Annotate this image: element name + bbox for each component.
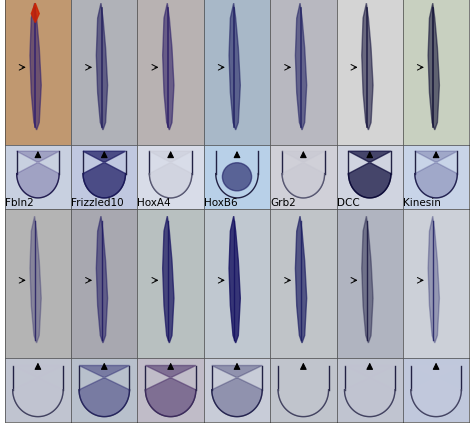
Polygon shape — [229, 3, 240, 130]
Polygon shape — [362, 3, 373, 130]
Polygon shape — [428, 216, 439, 343]
Polygon shape — [31, 3, 39, 23]
Polygon shape — [30, 216, 41, 343]
Polygon shape — [96, 3, 108, 130]
Text: Frizzled10: Frizzled10 — [71, 198, 124, 208]
Text: DCC: DCC — [337, 198, 359, 208]
Polygon shape — [415, 151, 457, 198]
Polygon shape — [30, 3, 41, 130]
Polygon shape — [345, 366, 395, 417]
Polygon shape — [362, 216, 373, 343]
Polygon shape — [428, 3, 439, 130]
Polygon shape — [96, 216, 108, 343]
Polygon shape — [295, 3, 307, 130]
Polygon shape — [79, 366, 129, 417]
Text: Grb2: Grb2 — [270, 198, 296, 208]
Polygon shape — [83, 151, 126, 198]
Polygon shape — [13, 366, 63, 417]
Polygon shape — [229, 216, 240, 343]
Polygon shape — [163, 216, 174, 343]
Polygon shape — [17, 151, 59, 198]
Text: HoxA4: HoxA4 — [137, 198, 171, 208]
Circle shape — [222, 163, 252, 191]
Polygon shape — [146, 366, 196, 417]
Polygon shape — [411, 366, 461, 417]
Polygon shape — [163, 3, 174, 130]
Polygon shape — [348, 151, 391, 198]
Polygon shape — [212, 366, 262, 417]
Polygon shape — [278, 366, 328, 417]
Polygon shape — [295, 216, 307, 343]
Text: HoxB6: HoxB6 — [204, 198, 237, 208]
Text: Kinesin: Kinesin — [403, 198, 441, 208]
Text: FbIn2: FbIn2 — [5, 198, 34, 208]
Polygon shape — [282, 151, 325, 198]
Polygon shape — [149, 151, 192, 198]
